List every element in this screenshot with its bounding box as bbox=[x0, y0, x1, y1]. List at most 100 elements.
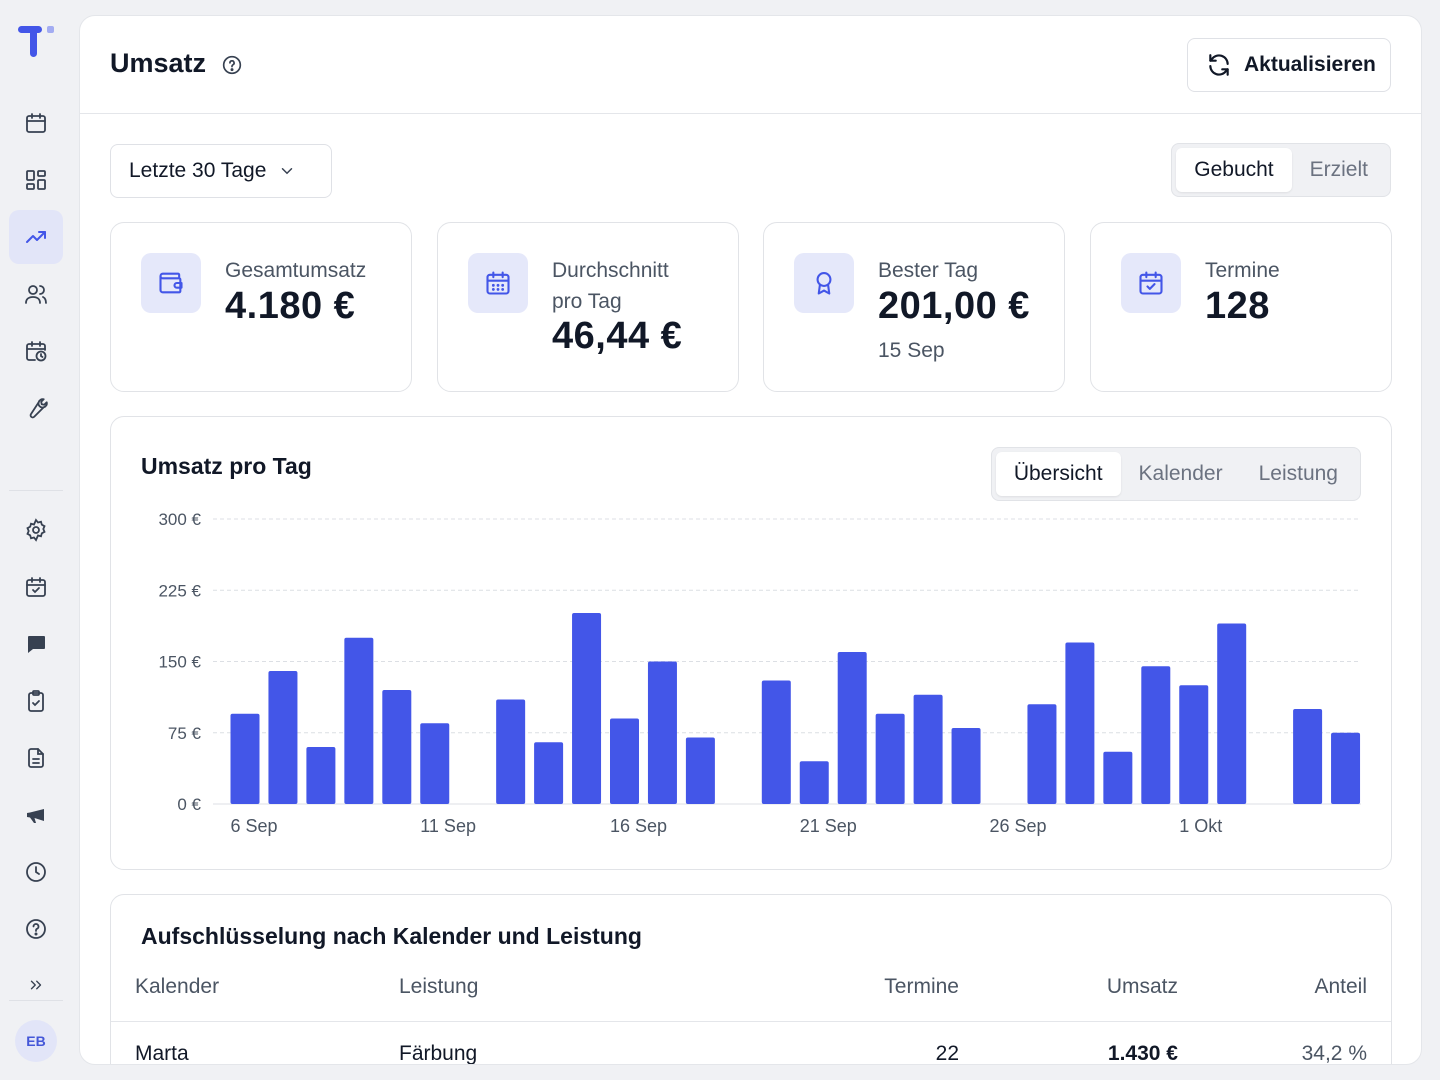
avatar[interactable]: EB bbox=[15, 1020, 57, 1062]
chart-bar bbox=[344, 637, 374, 804]
x-tick-label: 6 Sep bbox=[231, 816, 278, 836]
chart-bar bbox=[1293, 709, 1323, 804]
calendar-grid-icon bbox=[486, 271, 510, 295]
chart-bar bbox=[1217, 623, 1247, 804]
refresh-icon bbox=[1209, 54, 1229, 76]
nav-expand[interactable] bbox=[9, 958, 63, 1012]
y-tick-label: 300 € bbox=[158, 510, 201, 529]
nav-help[interactable] bbox=[9, 902, 63, 956]
megaphone-icon bbox=[27, 809, 44, 823]
nav-bookings[interactable] bbox=[9, 560, 63, 614]
help-circle-icon bbox=[26, 919, 46, 939]
chart-bar bbox=[572, 613, 602, 804]
nav-settings[interactable] bbox=[9, 503, 63, 557]
chat-icon bbox=[28, 636, 45, 653]
chart-bar bbox=[799, 761, 829, 804]
revenue-bar-chart: 300 € 225 € 150 € 75 € 0 € 6 Sep 11 Sep 16 Sep 2… bbox=[158, 510, 1361, 836]
clipboard-check-icon bbox=[28, 690, 44, 712]
kpi-label: Bester Tag bbox=[878, 259, 979, 282]
breakdown-table-card: Aufschlüsselung nach Kalender und Leistu… bbox=[110, 894, 1392, 1065]
column-header-leistung[interactable]: Leistung bbox=[399, 975, 479, 998]
column-header-termine[interactable]: Termine bbox=[884, 975, 959, 998]
wallet-icon bbox=[159, 272, 183, 294]
nav-services[interactable] bbox=[9, 381, 63, 435]
nav-customers[interactable] bbox=[9, 267, 63, 321]
chart-bar bbox=[610, 718, 639, 804]
chart-bar bbox=[913, 694, 943, 804]
mode-toggle: Gebucht Erzielt bbox=[1171, 143, 1391, 197]
chart-title: Umsatz pro Tag bbox=[141, 453, 312, 479]
nav-documents[interactable] bbox=[9, 731, 63, 785]
clock-icon bbox=[26, 862, 46, 882]
chart-bar bbox=[875, 713, 905, 804]
nav-revenue[interactable] bbox=[9, 210, 63, 264]
x-tick-label: 1 Okt bbox=[1179, 816, 1222, 836]
chart-bar bbox=[1141, 666, 1171, 804]
nav-dashboard[interactable] bbox=[9, 153, 63, 207]
chart-bar bbox=[306, 747, 336, 804]
y-tick-label: 75 € bbox=[168, 724, 202, 743]
nav-schedule[interactable] bbox=[9, 324, 63, 378]
page-header: Umsatz Aktualisieren bbox=[80, 16, 1421, 114]
table-title: Aufschlüsselung nach Kalender und Leistu… bbox=[141, 923, 642, 949]
mode-option-gebucht[interactable]: Gebucht bbox=[1176, 148, 1292, 192]
y-tick-label: 150 € bbox=[158, 653, 201, 672]
chart-bar bbox=[420, 723, 450, 804]
range-select-value: Letzte 30 Tage bbox=[129, 159, 267, 182]
x-tick-label: 11 Sep bbox=[420, 816, 476, 836]
chart-bar bbox=[496, 699, 526, 804]
kpi-value: 46,44 € bbox=[552, 315, 683, 357]
help-icon[interactable] bbox=[222, 55, 242, 75]
calendar-check-icon bbox=[26, 577, 46, 597]
calendar-check-icon bbox=[1139, 271, 1163, 295]
kpi-card-total: Gesamtumsatz 4.180 € bbox=[110, 222, 412, 392]
chevron-down-icon bbox=[282, 168, 293, 175]
y-tick-label: 225 € bbox=[158, 581, 201, 600]
kpi-label: Durchschnitt pro Tag bbox=[552, 259, 669, 313]
expand-icon bbox=[30, 980, 42, 990]
column-header-umsatz[interactable]: Umsatz bbox=[1106, 975, 1178, 998]
cell-kalender: Marta bbox=[135, 1042, 189, 1065]
chart-bar bbox=[1103, 751, 1133, 804]
kpi-value: 201,00 € bbox=[878, 285, 1030, 327]
dashboard-icon bbox=[26, 170, 46, 190]
chart-bar bbox=[837, 652, 867, 804]
chart-bar bbox=[1179, 685, 1209, 804]
chart-bar bbox=[1331, 732, 1361, 804]
cell-umsatz: 1.430 € bbox=[1107, 1042, 1178, 1065]
nav-marketing[interactable] bbox=[9, 788, 63, 842]
column-header-kalender[interactable]: Kalender bbox=[135, 975, 220, 998]
cell-anteil: 34,2 % bbox=[1301, 1042, 1367, 1065]
app-logo[interactable] bbox=[16, 24, 56, 60]
kpi-label: Termine bbox=[1205, 259, 1280, 282]
view-option-uebersicht[interactable]: Übersicht bbox=[995, 452, 1121, 496]
sidebar-divider bbox=[9, 1000, 63, 1001]
document-icon bbox=[28, 748, 44, 768]
mode-option-erzielt[interactable]: Erzielt bbox=[1309, 158, 1368, 181]
nav-history[interactable] bbox=[9, 845, 63, 899]
revenue-chart-card: Umsatz pro Tag Übersicht Kalender Leistu… bbox=[110, 416, 1392, 870]
view-option-kalender[interactable]: Kalender bbox=[1138, 462, 1223, 485]
column-header-anteil[interactable]: Anteil bbox=[1314, 975, 1367, 998]
chart-bar bbox=[761, 680, 791, 804]
chart-bar bbox=[647, 661, 677, 804]
chart-bar bbox=[1027, 704, 1057, 804]
nav-calendar[interactable] bbox=[9, 96, 63, 150]
nav-messages[interactable] bbox=[9, 617, 63, 671]
view-option-leistung[interactable]: Leistung bbox=[1258, 462, 1338, 485]
kpi-card-average: Durchschnitt pro Tag 46,44 € bbox=[437, 222, 739, 392]
kpi-card-best-day: Bester Tag 201,00 € 15 Sep bbox=[763, 222, 1065, 392]
chart-bar bbox=[1065, 642, 1095, 804]
kpi-value: 4.180 € bbox=[225, 285, 356, 327]
sidebar: EB bbox=[0, 0, 72, 1080]
range-select[interactable]: Letzte 30 Tage bbox=[110, 144, 332, 198]
refresh-label: Aktualisieren bbox=[1244, 53, 1376, 76]
cell-termine: 22 bbox=[935, 1042, 959, 1065]
chart-bar bbox=[382, 690, 412, 804]
refresh-button[interactable]: Aktualisieren bbox=[1187, 38, 1391, 92]
table-divider bbox=[111, 1021, 1391, 1022]
nav-tasks[interactable] bbox=[9, 674, 63, 728]
kpi-sub: 15 Sep bbox=[878, 339, 945, 362]
settings-icon bbox=[26, 518, 46, 542]
sidebar-divider bbox=[9, 490, 63, 491]
